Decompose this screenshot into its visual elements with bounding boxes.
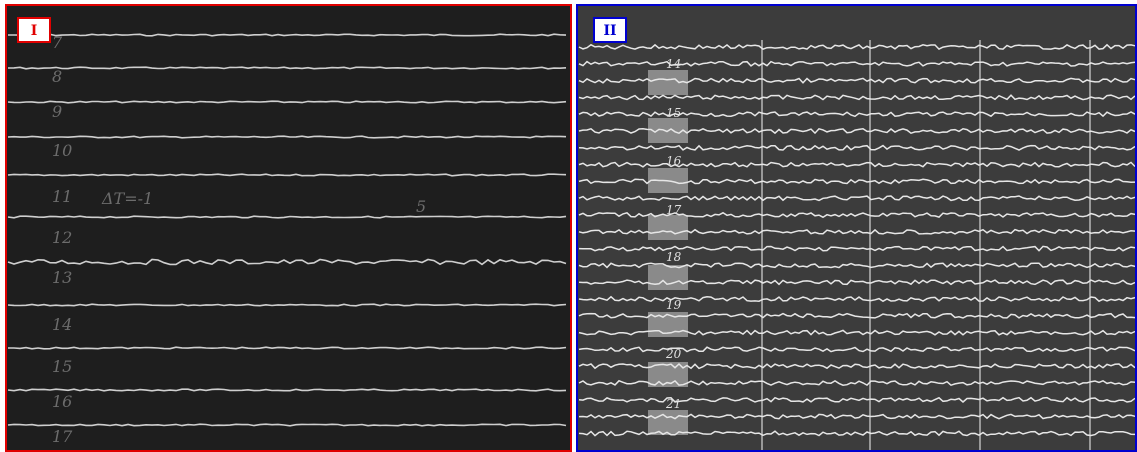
- handwritten-number: 20: [665, 347, 682, 361]
- handwritten-number: 21: [665, 397, 681, 411]
- panel-i-image: [5, 4, 572, 452]
- panel-ii-tag: II: [603, 23, 616, 39]
- calibration-block: [648, 410, 688, 435]
- handwritten-number: 15: [52, 357, 72, 376]
- calibration-block: [648, 265, 688, 290]
- handwritten-number: 14: [52, 315, 72, 334]
- handwritten-note: 5: [416, 197, 426, 216]
- handwritten-number: 13: [52, 268, 72, 287]
- handwritten-number: 9: [52, 102, 62, 121]
- handwritten-number: 12: [52, 228, 72, 247]
- handwritten-number: 15: [666, 106, 681, 120]
- handwritten-number: 17: [666, 203, 682, 217]
- handwritten-note: ΔT=-1: [101, 189, 153, 208]
- handwritten-number: 10: [52, 141, 72, 160]
- handwritten-number: 7: [52, 33, 63, 52]
- handwritten-number: 11: [52, 187, 72, 206]
- handwritten-number: 14: [666, 57, 681, 71]
- handwritten-number: 17: [52, 427, 73, 446]
- panel-i-tag: I: [31, 23, 38, 39]
- handwritten-number: 19: [666, 298, 682, 312]
- handwritten-number: 16: [52, 392, 72, 411]
- figure: 7 8 9 10 11 12 13 14 15 16 17 ΔT=-1 5 14 15 16 17 18 19 20…: [0, 0, 1137, 452]
- handwritten-number: 8: [52, 67, 62, 86]
- calibration-block: [648, 215, 688, 240]
- handwritten-number: 16: [666, 154, 682, 168]
- handwritten-number: 18: [666, 250, 682, 264]
